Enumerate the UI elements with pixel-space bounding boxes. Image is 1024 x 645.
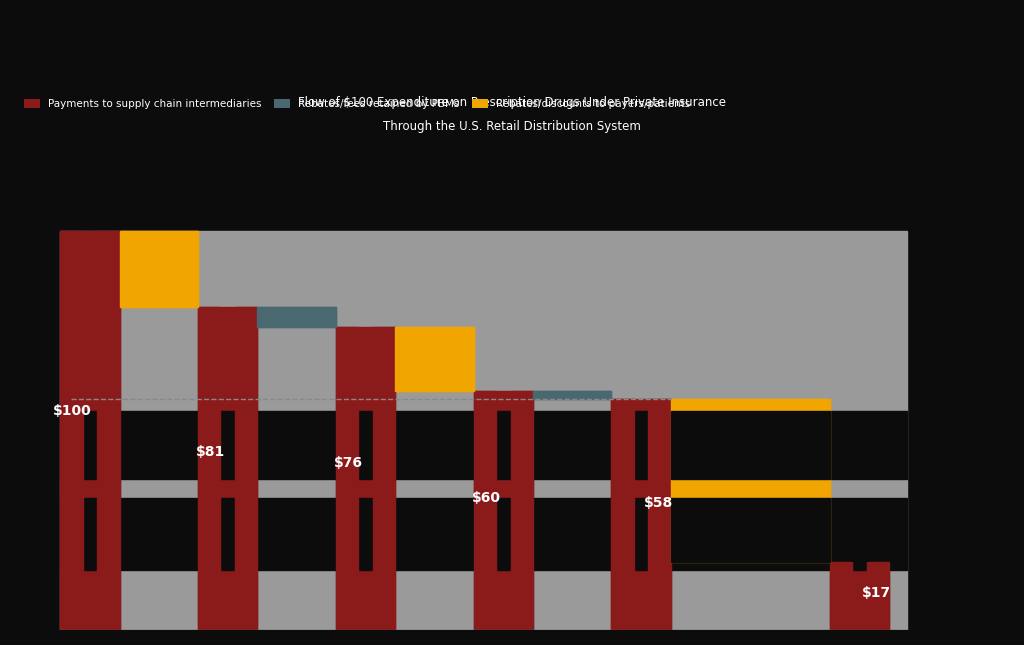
Bar: [373, 327, 395, 630]
Bar: [59, 232, 120, 630]
Bar: [395, 327, 473, 391]
Bar: [120, 232, 198, 307]
Bar: [534, 391, 611, 399]
Text: $60: $60: [472, 491, 501, 506]
Bar: [257, 307, 336, 327]
Bar: [473, 391, 534, 630]
Text: $81: $81: [196, 446, 225, 459]
Bar: [336, 327, 358, 630]
Bar: [866, 562, 890, 630]
Bar: [120, 232, 198, 307]
Bar: [473, 391, 497, 630]
Bar: [671, 399, 829, 562]
Bar: [671, 499, 829, 562]
Bar: [611, 399, 671, 630]
Text: Flow of $100 Expenditure on Prescription Drugs Under Private Insurance: Flow of $100 Expenditure on Prescription…: [298, 95, 726, 109]
Bar: [198, 307, 257, 630]
Bar: [97, 232, 120, 630]
Bar: [395, 327, 473, 391]
Bar: [198, 307, 220, 630]
Bar: [829, 562, 890, 630]
Bar: [611, 399, 634, 630]
Bar: [234, 307, 257, 630]
Bar: [671, 399, 829, 562]
Bar: [59, 232, 83, 630]
Bar: [534, 391, 611, 399]
Legend: Payments to supply chain intermediaries, Rebates/fees retained by PBMs, Rebates/: Payments to supply chain intermediaries,…: [20, 95, 694, 114]
Text: Through the U.S. Retail Distribution System: Through the U.S. Retail Distribution Sys…: [383, 119, 641, 133]
Bar: [671, 411, 829, 479]
Text: $58: $58: [644, 496, 673, 510]
Bar: [59, 411, 906, 479]
Bar: [829, 562, 852, 630]
Text: $100: $100: [53, 404, 92, 418]
Bar: [648, 399, 671, 630]
Bar: [257, 307, 336, 327]
Bar: [59, 232, 906, 630]
Bar: [511, 391, 534, 630]
Text: $17: $17: [862, 586, 892, 600]
Bar: [336, 327, 395, 630]
Bar: [59, 499, 906, 570]
Text: $76: $76: [334, 457, 362, 470]
